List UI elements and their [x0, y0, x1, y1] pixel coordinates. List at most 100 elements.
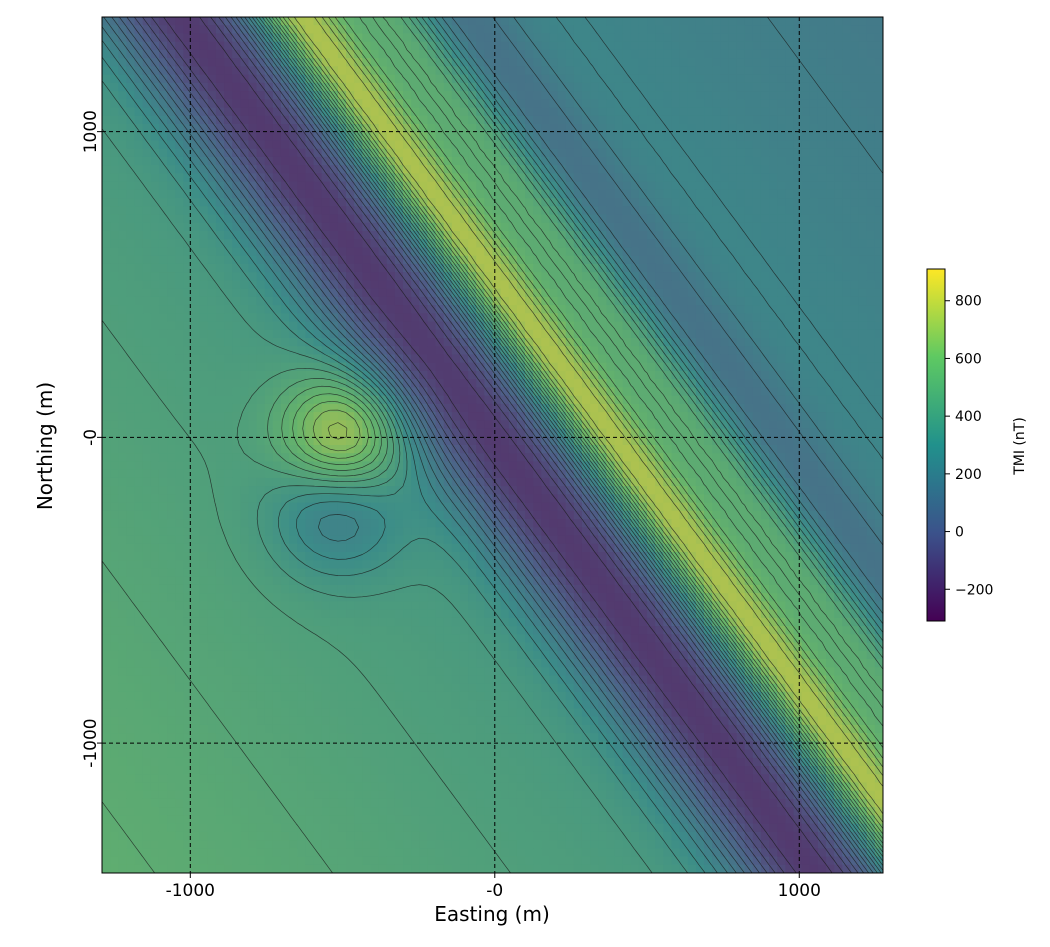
heatmap-cell	[777, 140, 786, 149]
heatmap-cell	[102, 215, 111, 224]
heatmap-cell	[191, 182, 200, 191]
heatmap-cell	[216, 58, 225, 67]
heatmap-cell	[200, 404, 209, 413]
heatmap-cell	[135, 387, 144, 396]
heatmap-cell	[647, 256, 656, 265]
heatmap-cell	[501, 50, 510, 59]
heatmap-cell	[525, 17, 534, 26]
heatmap-cell	[688, 305, 697, 314]
heatmap-cell	[639, 198, 648, 207]
heatmap-cell	[688, 215, 697, 224]
heatmap-cell	[126, 173, 135, 182]
heatmap-cell	[818, 379, 827, 388]
heatmap-cell	[541, 280, 550, 289]
heatmap-cell	[370, 116, 379, 125]
heatmap-cell	[712, 157, 721, 166]
heatmap-cell	[387, 231, 396, 240]
heatmap-cell	[606, 17, 615, 26]
heatmap-cell	[582, 42, 591, 51]
heatmap-cell	[728, 190, 737, 199]
heatmap-cell	[810, 215, 819, 224]
heatmap-cell	[395, 149, 404, 158]
heatmap-cell	[834, 330, 843, 339]
heatmap-cell	[216, 83, 225, 92]
heatmap-cell	[232, 387, 241, 396]
heatmap-cell	[631, 165, 640, 174]
heatmap-cell	[631, 396, 640, 405]
heatmap-cell	[745, 198, 754, 207]
heatmap-cell	[631, 108, 640, 117]
heatmap-cell	[663, 108, 672, 117]
heatmap-cell	[761, 149, 770, 158]
heatmap-cell	[403, 157, 412, 166]
heatmap-cell	[240, 420, 249, 429]
heatmap-cell	[639, 50, 648, 59]
heatmap-cell	[802, 280, 811, 289]
heatmap-cell	[257, 297, 266, 306]
heatmap-cell	[484, 33, 493, 42]
heatmap-cell	[558, 363, 567, 372]
heatmap-cell	[354, 25, 363, 34]
heatmap-cell	[753, 330, 762, 339]
heatmap-cell	[785, 190, 794, 199]
heatmap-cell	[582, 66, 591, 75]
heatmap-cell	[151, 346, 160, 355]
heatmap-cell	[427, 182, 436, 191]
heatmap-cell	[248, 429, 257, 438]
heatmap-cell	[712, 206, 721, 215]
heatmap-cell	[615, 25, 624, 34]
heatmap-cell	[403, 149, 412, 158]
heatmap-cell	[834, 313, 843, 322]
heatmap-cell	[257, 420, 266, 429]
heatmap-cell	[802, 165, 811, 174]
heatmap-cell	[135, 256, 144, 265]
heatmap-cell	[647, 429, 656, 438]
heatmap-cell	[663, 215, 672, 224]
heatmap-cell	[720, 33, 729, 42]
heatmap-cell	[761, 247, 770, 256]
heatmap-cell	[322, 313, 331, 322]
heatmap-cell	[598, 17, 607, 26]
heatmap-cell	[126, 182, 135, 191]
heatmap-cell	[476, 25, 485, 34]
heatmap-cell	[745, 99, 754, 108]
heatmap-cell	[728, 66, 737, 75]
heatmap-cell	[704, 75, 713, 84]
heatmap-cell	[411, 165, 420, 174]
heatmap-cell	[842, 247, 851, 256]
heatmap-cell	[834, 297, 843, 306]
heatmap-cell	[680, 108, 689, 117]
heatmap-cell	[379, 17, 388, 26]
heatmap-cell	[151, 99, 160, 108]
heatmap-cell	[191, 66, 200, 75]
heatmap-cell	[631, 140, 640, 149]
heatmap-cell	[444, 50, 453, 59]
heatmap-cell	[444, 33, 453, 42]
heatmap-cell	[191, 83, 200, 92]
heatmap-cell	[167, 256, 176, 265]
heatmap-cell	[794, 165, 803, 174]
heatmap-cell	[289, 387, 298, 396]
heatmap-cell	[810, 33, 819, 42]
heatmap-cell	[191, 363, 200, 372]
heatmap-cell	[468, 190, 477, 199]
heatmap-cell	[322, 412, 331, 421]
heatmap-cell	[704, 149, 713, 158]
heatmap-cell	[720, 91, 729, 100]
heatmap-cell	[208, 116, 217, 125]
heatmap-cell	[834, 264, 843, 273]
heatmap-cell	[549, 231, 558, 240]
heatmap-cell	[476, 50, 485, 59]
heatmap-cell	[802, 387, 811, 396]
heatmap-cell	[297, 173, 306, 182]
heatmap-cell	[842, 256, 851, 265]
heatmap-cell	[639, 223, 648, 232]
heatmap-cell	[305, 330, 314, 339]
heatmap-cell	[582, 182, 591, 191]
heatmap-cell	[370, 396, 379, 405]
heatmap-cell	[875, 313, 884, 322]
heatmap-cell	[639, 182, 648, 191]
heatmap-cell	[867, 66, 876, 75]
heatmap-cell	[191, 173, 200, 182]
heatmap-cell	[615, 412, 624, 421]
